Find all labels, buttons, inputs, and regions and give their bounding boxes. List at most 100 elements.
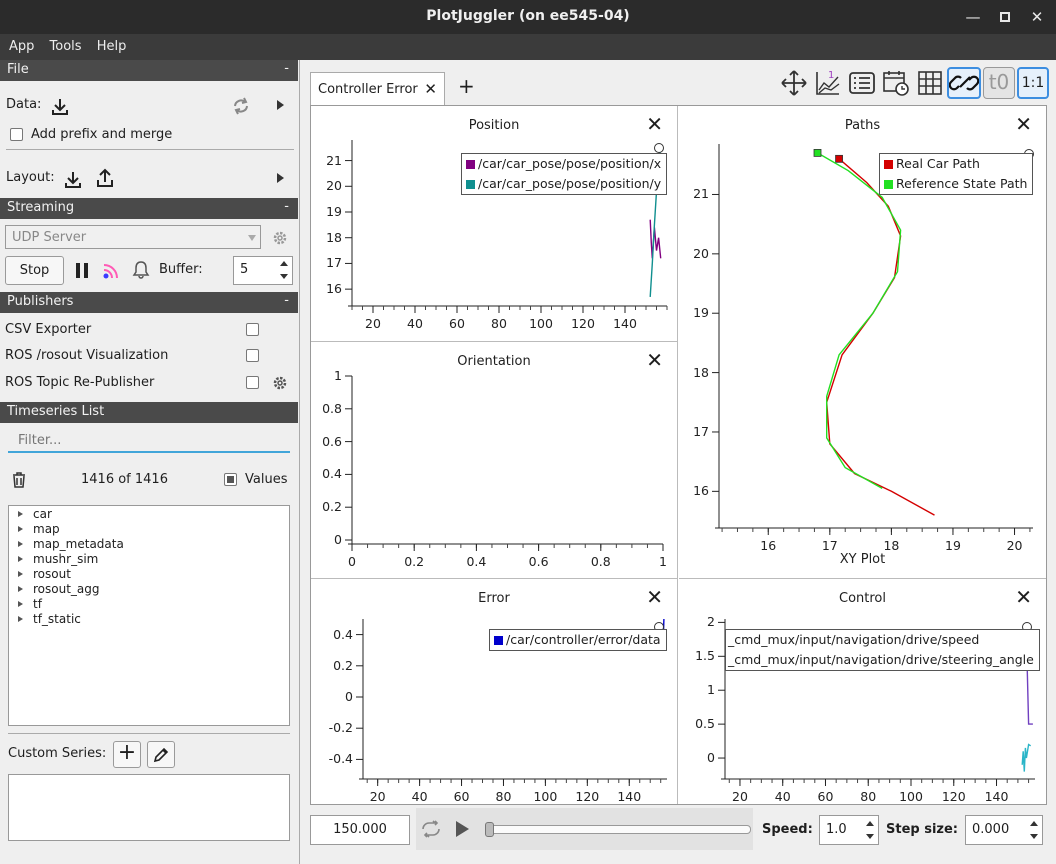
chart-svg[interactable] [311, 106, 678, 342]
maximize-icon[interactable] [994, 6, 1016, 28]
x-tick-label: 60 [449, 316, 465, 331]
stop-button[interactable]: Stop [5, 256, 64, 285]
tree-item[interactable]: tf_static [9, 612, 289, 627]
chevron-up-icon[interactable] [280, 261, 288, 266]
calendar-clock-icon[interactable] [881, 68, 911, 98]
legend-entry[interactable]: _cmd_mux/input/navigation/drive/steering… [726, 650, 1039, 670]
edit-custom-series-button[interactable] [147, 741, 175, 768]
step-size-spinbox[interactable]: 0.000 [965, 815, 1043, 845]
plot-paths[interactable]: Paths ✕ XY Plot 16 17 18 19 20 16 17 18 19 20 21 Re… [679, 106, 1046, 579]
plot-control[interactable]: Control ✕ 20 40 60 80 100 120 140 2 1.5 1 0.5 0 _cmd… [679, 579, 1046, 804]
gear-icon[interactable] [272, 375, 288, 391]
menu-tools[interactable]: Tools [49, 39, 82, 54]
load-data-icon[interactable] [50, 96, 70, 116]
plot-orientation[interactable]: Orientation ✕ 0 0.2 0.4 0.6 0.8 1 0 0.2 0.4 0.6 0.… [311, 342, 678, 579]
bell-icon[interactable] [132, 260, 150, 280]
timeline-slider[interactable] [486, 825, 751, 834]
close-plot-icon[interactable]: ✕ [646, 348, 663, 372]
menu-help[interactable]: Help [96, 39, 127, 54]
tree-item[interactable]: car [9, 507, 289, 522]
add-tab-button[interactable]: + [458, 74, 475, 98]
close-plot-icon[interactable]: ✕ [1015, 112, 1032, 136]
tree-item[interactable]: rosout_agg [9, 582, 289, 597]
streaming-section-header[interactable]: Streaming - [0, 198, 298, 219]
pause-icon[interactable] [76, 263, 88, 278]
tree-item[interactable]: map [9, 522, 289, 537]
filter-input[interactable] [8, 429, 290, 453]
chart-svg[interactable] [679, 106, 1046, 579]
loop-icon[interactable] [420, 820, 442, 838]
y-tick-label: 21 [693, 186, 709, 202]
tree-item[interactable]: tf [9, 597, 289, 612]
publisher-rosout-checkbox[interactable] [246, 349, 259, 362]
tree-item[interactable]: map_metadata [9, 537, 289, 552]
reload-icon[interactable] [230, 95, 252, 117]
load-layout-icon[interactable] [63, 169, 83, 189]
legend-label: /car/controller/error/data [506, 632, 661, 647]
y-tick-label: 2 [707, 614, 715, 630]
gear-icon[interactable] [272, 230, 288, 246]
legend[interactable]: Real Car Path Reference State Path [879, 153, 1034, 195]
trash-icon[interactable] [10, 471, 28, 489]
publishers-section-header[interactable]: Publishers - [0, 292, 298, 313]
split-plot-icon[interactable]: 1 [813, 68, 843, 98]
grid-icon[interactable] [915, 68, 945, 98]
legend[interactable]: _cmd_mux/input/navigation/drive/speed _cm… [725, 629, 1040, 671]
chart-svg[interactable] [311, 342, 678, 579]
time-input[interactable]: 150.000 [310, 815, 410, 845]
tree-item[interactable]: rosout [9, 567, 289, 582]
minimize-icon[interactable]: — [965, 8, 981, 26]
save-layout-icon[interactable] [95, 168, 115, 188]
plot-position[interactable]: Position ✕ 20 40 60 80 100 120 140 16 17 18 19 20 21… [311, 106, 678, 342]
close-plot-icon[interactable]: ✕ [1015, 585, 1032, 609]
chevron-down-icon[interactable] [280, 274, 288, 279]
link-toggle[interactable] [947, 67, 981, 99]
menu-app[interactable]: App [9, 39, 35, 54]
collapse-icon[interactable]: - [284, 293, 289, 308]
list-icon[interactable] [847, 68, 877, 98]
legend-entry[interactable]: /car/controller/error/data [490, 630, 666, 650]
add-prefix-checkbox[interactable] [10, 128, 23, 141]
file-section-header[interactable]: File - [0, 60, 298, 81]
tab-controller-error[interactable]: Controller Error ✕ [310, 72, 445, 106]
plot-error[interactable]: Error ✕ 20 40 60 80 100 120 140 0.4 0.2 0 -0.2 -0.4… [311, 579, 678, 804]
tree-item[interactable]: mushr_sim [9, 552, 289, 567]
legend-entry[interactable]: Real Car Path [880, 154, 1032, 174]
legend-entry[interactable]: _cmd_mux/input/navigation/drive/speed [726, 630, 1039, 650]
chevron-up-icon[interactable] [1030, 821, 1038, 826]
signal-icon[interactable] [102, 262, 120, 280]
data-expand-icon[interactable] [277, 100, 284, 110]
legend-entry[interactable]: /car/car_pose/pose/position/x [462, 154, 666, 174]
collapse-icon[interactable]: - [284, 199, 289, 214]
timeline-handle[interactable] [485, 822, 494, 837]
ratio-button[interactable]: 1:1 [1017, 67, 1049, 99]
values-checkbox[interactable] [224, 473, 237, 486]
collapse-icon[interactable]: - [284, 61, 289, 76]
add-custom-series-button[interactable]: + [113, 741, 141, 768]
close-tab-icon[interactable]: ✕ [424, 80, 437, 98]
speed-spinbox[interactable]: 1.0 [819, 815, 879, 845]
chart-svg[interactable] [311, 579, 678, 804]
close-icon[interactable]: ✕ [1030, 8, 1044, 26]
chart-svg[interactable] [679, 579, 1046, 804]
tracker-handle[interactable] [654, 143, 664, 153]
chevron-up-icon[interactable] [866, 821, 874, 826]
layout-expand-icon[interactable] [277, 173, 284, 183]
chevron-down-icon[interactable] [1030, 834, 1038, 839]
legend-entry[interactable]: /car/car_pose/pose/position/y [462, 174, 666, 194]
close-plot-icon[interactable]: ✕ [646, 585, 663, 609]
plot-title: Orientation [457, 354, 531, 369]
publisher-topic-checkbox[interactable] [246, 376, 259, 389]
close-plot-icon[interactable]: ✕ [646, 112, 663, 136]
move-icon[interactable] [779, 68, 809, 98]
legend[interactable]: /car/car_pose/pose/position/x/car/car_po… [461, 153, 668, 195]
legend-entry[interactable]: Reference State Path [880, 174, 1032, 194]
play-icon[interactable] [456, 821, 469, 837]
legend[interactable]: /car/controller/error/data [489, 629, 667, 651]
t0-button[interactable]: t0 [983, 67, 1015, 99]
custom-series-list[interactable] [8, 774, 290, 841]
chevron-down-icon[interactable] [866, 834, 874, 839]
buffer-spinbox[interactable]: 5 [233, 256, 293, 285]
publisher-csv-checkbox[interactable] [246, 323, 259, 336]
streaming-source-select[interactable]: UDP Server [5, 225, 261, 249]
